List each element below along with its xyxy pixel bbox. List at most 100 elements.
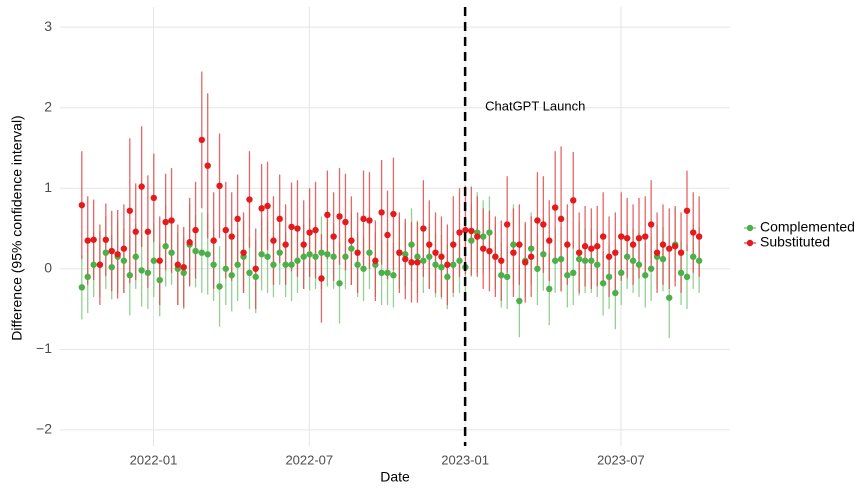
legend-label: Substituted [760,234,830,250]
point [570,197,577,204]
point [647,221,655,228]
point [264,253,271,260]
point [642,233,649,240]
point [288,261,295,268]
point [180,269,187,277]
point [605,273,613,281]
point [210,237,217,244]
point [695,257,703,264]
y-tick-label: −1 [36,340,52,356]
point [102,249,110,256]
grid [60,7,730,446]
point [348,245,355,252]
point [683,207,691,214]
point [671,243,679,250]
point [84,237,91,244]
point [420,257,427,264]
point [575,249,583,256]
point [174,261,181,268]
point [677,269,685,277]
point [456,257,463,264]
x-tick-label: 2022-07 [285,452,333,467]
point [546,285,553,293]
point [216,283,223,290]
point [653,249,661,256]
point [534,265,541,272]
point [180,263,187,271]
point [666,245,673,252]
point [522,259,529,266]
point [635,261,643,268]
point [300,241,307,248]
point [204,162,211,169]
point [581,243,589,250]
point [270,261,277,268]
point [330,233,337,240]
point [402,251,409,258]
point [312,226,319,234]
point [426,253,433,260]
point [450,261,457,268]
point [408,259,415,266]
point [144,269,152,277]
point [426,241,433,248]
legend-swatch [746,239,754,247]
point [114,251,121,258]
point [294,225,301,232]
point [450,241,457,248]
point [156,276,163,284]
point [635,234,643,242]
point [540,221,547,228]
point [629,241,637,248]
point [78,284,86,291]
point [666,294,673,301]
point [372,257,379,264]
point [695,233,703,240]
point [258,251,265,258]
point [588,245,595,252]
point [366,217,373,224]
point [623,234,631,242]
point [282,241,289,248]
point [527,253,535,260]
point [150,257,157,264]
point [402,255,409,263]
point [462,226,469,234]
point [294,257,301,264]
point [408,241,415,248]
point [108,247,115,255]
y-tick-label: 2 [44,98,52,114]
point [594,261,601,268]
point [348,237,355,244]
point [503,221,511,228]
y-tick-label: 1 [44,179,52,195]
point [438,253,445,260]
point [498,272,505,279]
point [84,273,91,281]
point [276,215,283,223]
point [360,215,367,223]
point [594,243,601,250]
point [659,255,667,263]
point [390,272,397,279]
point [246,269,253,277]
point [534,217,541,224]
point [342,253,349,260]
point [599,280,607,287]
y-axis-title: Difference (95% confidence interval) [9,115,25,340]
point [444,261,451,268]
point [432,249,439,256]
point [575,255,583,263]
point [186,239,193,246]
point [222,226,229,234]
point [629,257,637,264]
point [492,253,499,260]
point [551,257,559,264]
point [150,194,157,202]
point [252,265,259,272]
point [78,201,86,209]
plot-area: ChatGPT Launch [78,7,703,446]
point [342,218,349,226]
point [246,196,253,203]
point [288,223,295,231]
